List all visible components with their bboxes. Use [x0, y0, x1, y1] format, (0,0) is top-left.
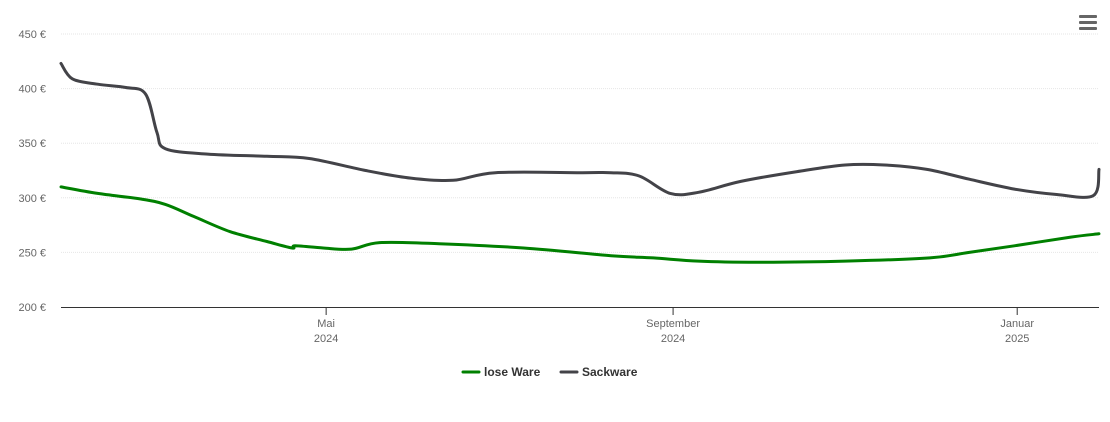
x-tick-year: 2024	[314, 333, 338, 345]
legend-label: Sackware	[582, 365, 638, 379]
y-tick-label: 350 €	[18, 138, 46, 150]
x-tick-label: September	[646, 318, 700, 330]
y-tick-label: 300 €	[18, 193, 46, 205]
hamburger-menu-icon	[1079, 15, 1097, 30]
x-tick-label: Mai	[317, 318, 335, 330]
y-axis: 200 € 250 € 300 € 350 € 400 € 450 €	[18, 29, 46, 314]
y-tick-label: 200 €	[18, 302, 46, 314]
y-tick-label: 400 €	[18, 84, 46, 96]
series-line-0[interactable]	[59, 185, 1101, 264]
x-tick-year: 2025	[1005, 333, 1029, 345]
series-line-1[interactable]	[59, 62, 1101, 199]
legend-item[interactable]: lose Ware	[461, 365, 541, 379]
gridlines	[61, 33, 1099, 253]
legend: lose Ware Sackware	[461, 365, 638, 379]
x-tick-year: 2024	[661, 333, 685, 345]
x-axis: Mai 2024 September 2024 Januar 2025	[61, 307, 1099, 345]
x-tick-label: Januar	[1000, 318, 1034, 330]
y-tick-label: 250 €	[18, 247, 46, 259]
y-tick-label: 450 €	[18, 29, 46, 41]
chart-menu-button[interactable]	[1076, 11, 1100, 33]
series-layer	[59, 62, 1101, 264]
legend-item[interactable]: Sackware	[559, 365, 638, 379]
legend-label: lose Ware	[484, 365, 541, 379]
